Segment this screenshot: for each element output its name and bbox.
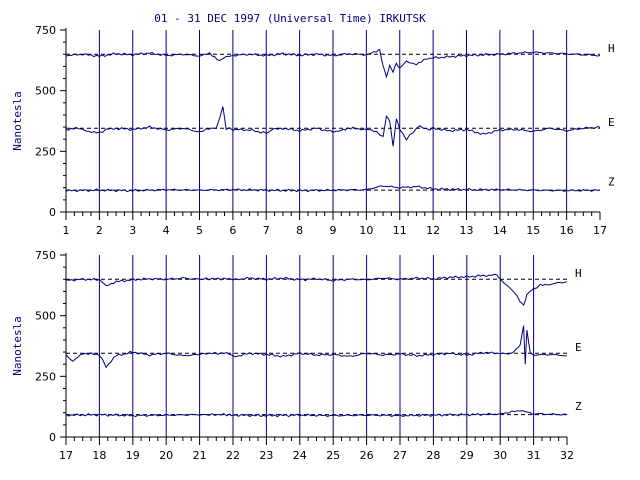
y-tick-label: 500: [35, 310, 56, 323]
y-tick-label: 0: [49, 206, 56, 219]
series-e-line: [65, 325, 568, 369]
x-tick-label: 5: [196, 224, 203, 237]
x-tick-label: 26: [360, 449, 374, 462]
x-tick-label: 32: [560, 449, 574, 462]
series-label-h: H: [608, 42, 615, 55]
series-h-line: [65, 48, 601, 79]
x-tick-label: 17: [593, 224, 607, 237]
series-label-h: H: [575, 267, 582, 280]
x-tick-label: 9: [330, 224, 337, 237]
x-tick-label: 18: [92, 449, 106, 462]
x-tick-label: 28: [426, 449, 440, 462]
series-label-z: Z: [575, 400, 582, 413]
series-h-line: [65, 273, 568, 307]
x-tick-label: 20: [159, 449, 173, 462]
y-tick-label: 750: [35, 249, 56, 262]
x-tick-label: 15: [526, 224, 540, 237]
x-tick-label: 14: [493, 224, 507, 237]
y-axis-label: Nanotesla: [11, 316, 24, 376]
chart-title: 01 - 31 DEC 1997 (Universal Time) IRKUTS…: [154, 12, 426, 25]
panel-2: 0 250 500 750 17 18 19 20 21 22 23 24 25 26 27 28 29 30 31…: [11, 249, 582, 462]
x-tick-label: 31: [527, 449, 541, 462]
x-tick-label: 29: [460, 449, 474, 462]
x-tick-label: 10: [359, 224, 373, 237]
x-tick-label: 25: [326, 449, 340, 462]
series-z-line: [65, 410, 568, 418]
x-tick-label: 21: [193, 449, 207, 462]
y-tick-label: 250: [35, 145, 56, 158]
x-tick-label: 13: [460, 224, 474, 237]
x-tick-label: 24: [293, 449, 307, 462]
series-label-e: E: [575, 341, 582, 354]
y-tick-label: 250: [35, 370, 56, 383]
y-axis-label: Nanotesla: [11, 91, 24, 151]
x-tick-label: 4: [163, 224, 170, 237]
series-label-z: Z: [608, 175, 615, 188]
x-tick-label: 3: [129, 224, 136, 237]
x-tick-label: 16: [560, 224, 574, 237]
x-tick-label: 11: [393, 224, 407, 237]
x-tick-label: 12: [426, 224, 440, 237]
x-tick-label: 7: [263, 224, 270, 237]
x-tick-label: 27: [393, 449, 407, 462]
x-tick-label: 19: [126, 449, 140, 462]
x-tick-label: 2: [96, 224, 103, 237]
x-tick-label: 30: [493, 449, 507, 462]
x-tick-label: 1: [63, 224, 70, 237]
y-tick-label: 500: [35, 85, 56, 98]
y-tick-label: 0: [49, 431, 56, 444]
series-e-line: [65, 106, 601, 147]
x-tick-label: 17: [59, 449, 73, 462]
x-tick-label: 23: [259, 449, 273, 462]
x-tick-label: 22: [226, 449, 240, 462]
x-tick-label: 8: [296, 224, 303, 237]
series-label-e: E: [608, 116, 615, 129]
series-z-line: [65, 185, 601, 193]
x-tick-label: 6: [229, 224, 236, 237]
y-tick-label: 750: [35, 24, 56, 37]
